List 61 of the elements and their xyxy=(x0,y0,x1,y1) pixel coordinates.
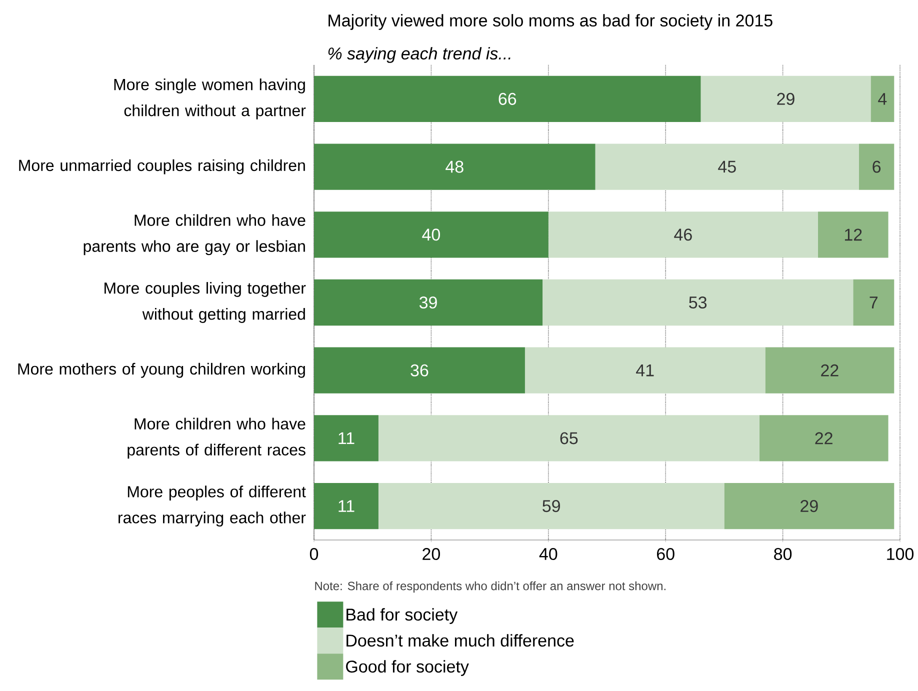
legend-label: Bad for society xyxy=(346,608,458,624)
bar xyxy=(700,76,871,122)
bar xyxy=(314,144,596,190)
bar xyxy=(378,483,724,530)
data-label: 65 xyxy=(560,432,578,444)
y-tick-label: More single women having children without a partner xyxy=(114,78,306,120)
chart-subtitle: % saying each trend is... xyxy=(328,47,510,63)
x-tick-label: 80 xyxy=(774,548,792,560)
data-label: 48 xyxy=(446,160,464,173)
chart-title: Majority viewed more solo moms as bad for society in 2015 xyxy=(328,14,772,30)
y-tick-label: More mothers of young children working xyxy=(18,362,305,378)
data-label: 36 xyxy=(410,364,428,376)
data-label: 59 xyxy=(542,500,560,512)
bar xyxy=(524,347,766,394)
data-label: 4 xyxy=(878,93,887,105)
legend-label: Doesn’t make much difference xyxy=(346,634,574,647)
data-label: 45 xyxy=(718,160,736,173)
data-label: 29 xyxy=(777,92,794,105)
bar xyxy=(378,415,760,462)
data-label: 7 xyxy=(870,296,878,308)
data-label: 22 xyxy=(815,432,832,444)
y-tick-label: More peoples of different races marrying each other xyxy=(118,486,306,527)
y-tick-label: More children who have parents who are gay or lesbian xyxy=(84,214,306,256)
bar xyxy=(853,279,894,326)
bar xyxy=(314,212,548,258)
x-tick-label: 20 xyxy=(422,548,440,560)
data-label: 29 xyxy=(800,500,818,512)
data-label: 6 xyxy=(872,160,881,173)
y-tick-label: More children who have parents of different races xyxy=(128,418,306,459)
data-label: 46 xyxy=(674,228,692,241)
bar xyxy=(724,483,894,530)
bar xyxy=(314,76,701,122)
bar xyxy=(314,415,378,462)
bar xyxy=(548,212,818,258)
bar xyxy=(759,415,888,462)
legend-label: Good for society xyxy=(346,660,469,676)
text: Note: Share of respondents who didn’t offer an answer not shown. xyxy=(315,581,666,593)
y-tick-label: More couples living together without getting married xyxy=(104,282,306,323)
data-label: 39 xyxy=(419,296,437,309)
data-label: 11 xyxy=(338,432,354,444)
bar xyxy=(765,347,894,394)
data-label: 11 xyxy=(338,500,354,512)
bar xyxy=(542,279,854,326)
bar xyxy=(858,144,894,190)
data-label: 53 xyxy=(689,296,707,309)
bar xyxy=(595,144,859,190)
bar xyxy=(314,347,525,394)
x-tick-label: 0 xyxy=(310,548,318,560)
data-label: 12 xyxy=(844,228,862,241)
data-label: 40 xyxy=(422,228,440,241)
data-label: 22 xyxy=(821,364,838,376)
data-label: 41 xyxy=(636,364,654,376)
bar xyxy=(314,483,378,530)
bar xyxy=(870,76,894,122)
bar xyxy=(818,212,888,258)
x-tick-label: 60 xyxy=(657,548,674,560)
x-tick-label: 40 xyxy=(539,548,558,560)
y-tick-label: More unmarried couples raising children xyxy=(19,159,305,174)
data-label: 66 xyxy=(498,92,516,105)
x-tick-label: 100 xyxy=(887,548,914,560)
bar xyxy=(314,279,543,326)
